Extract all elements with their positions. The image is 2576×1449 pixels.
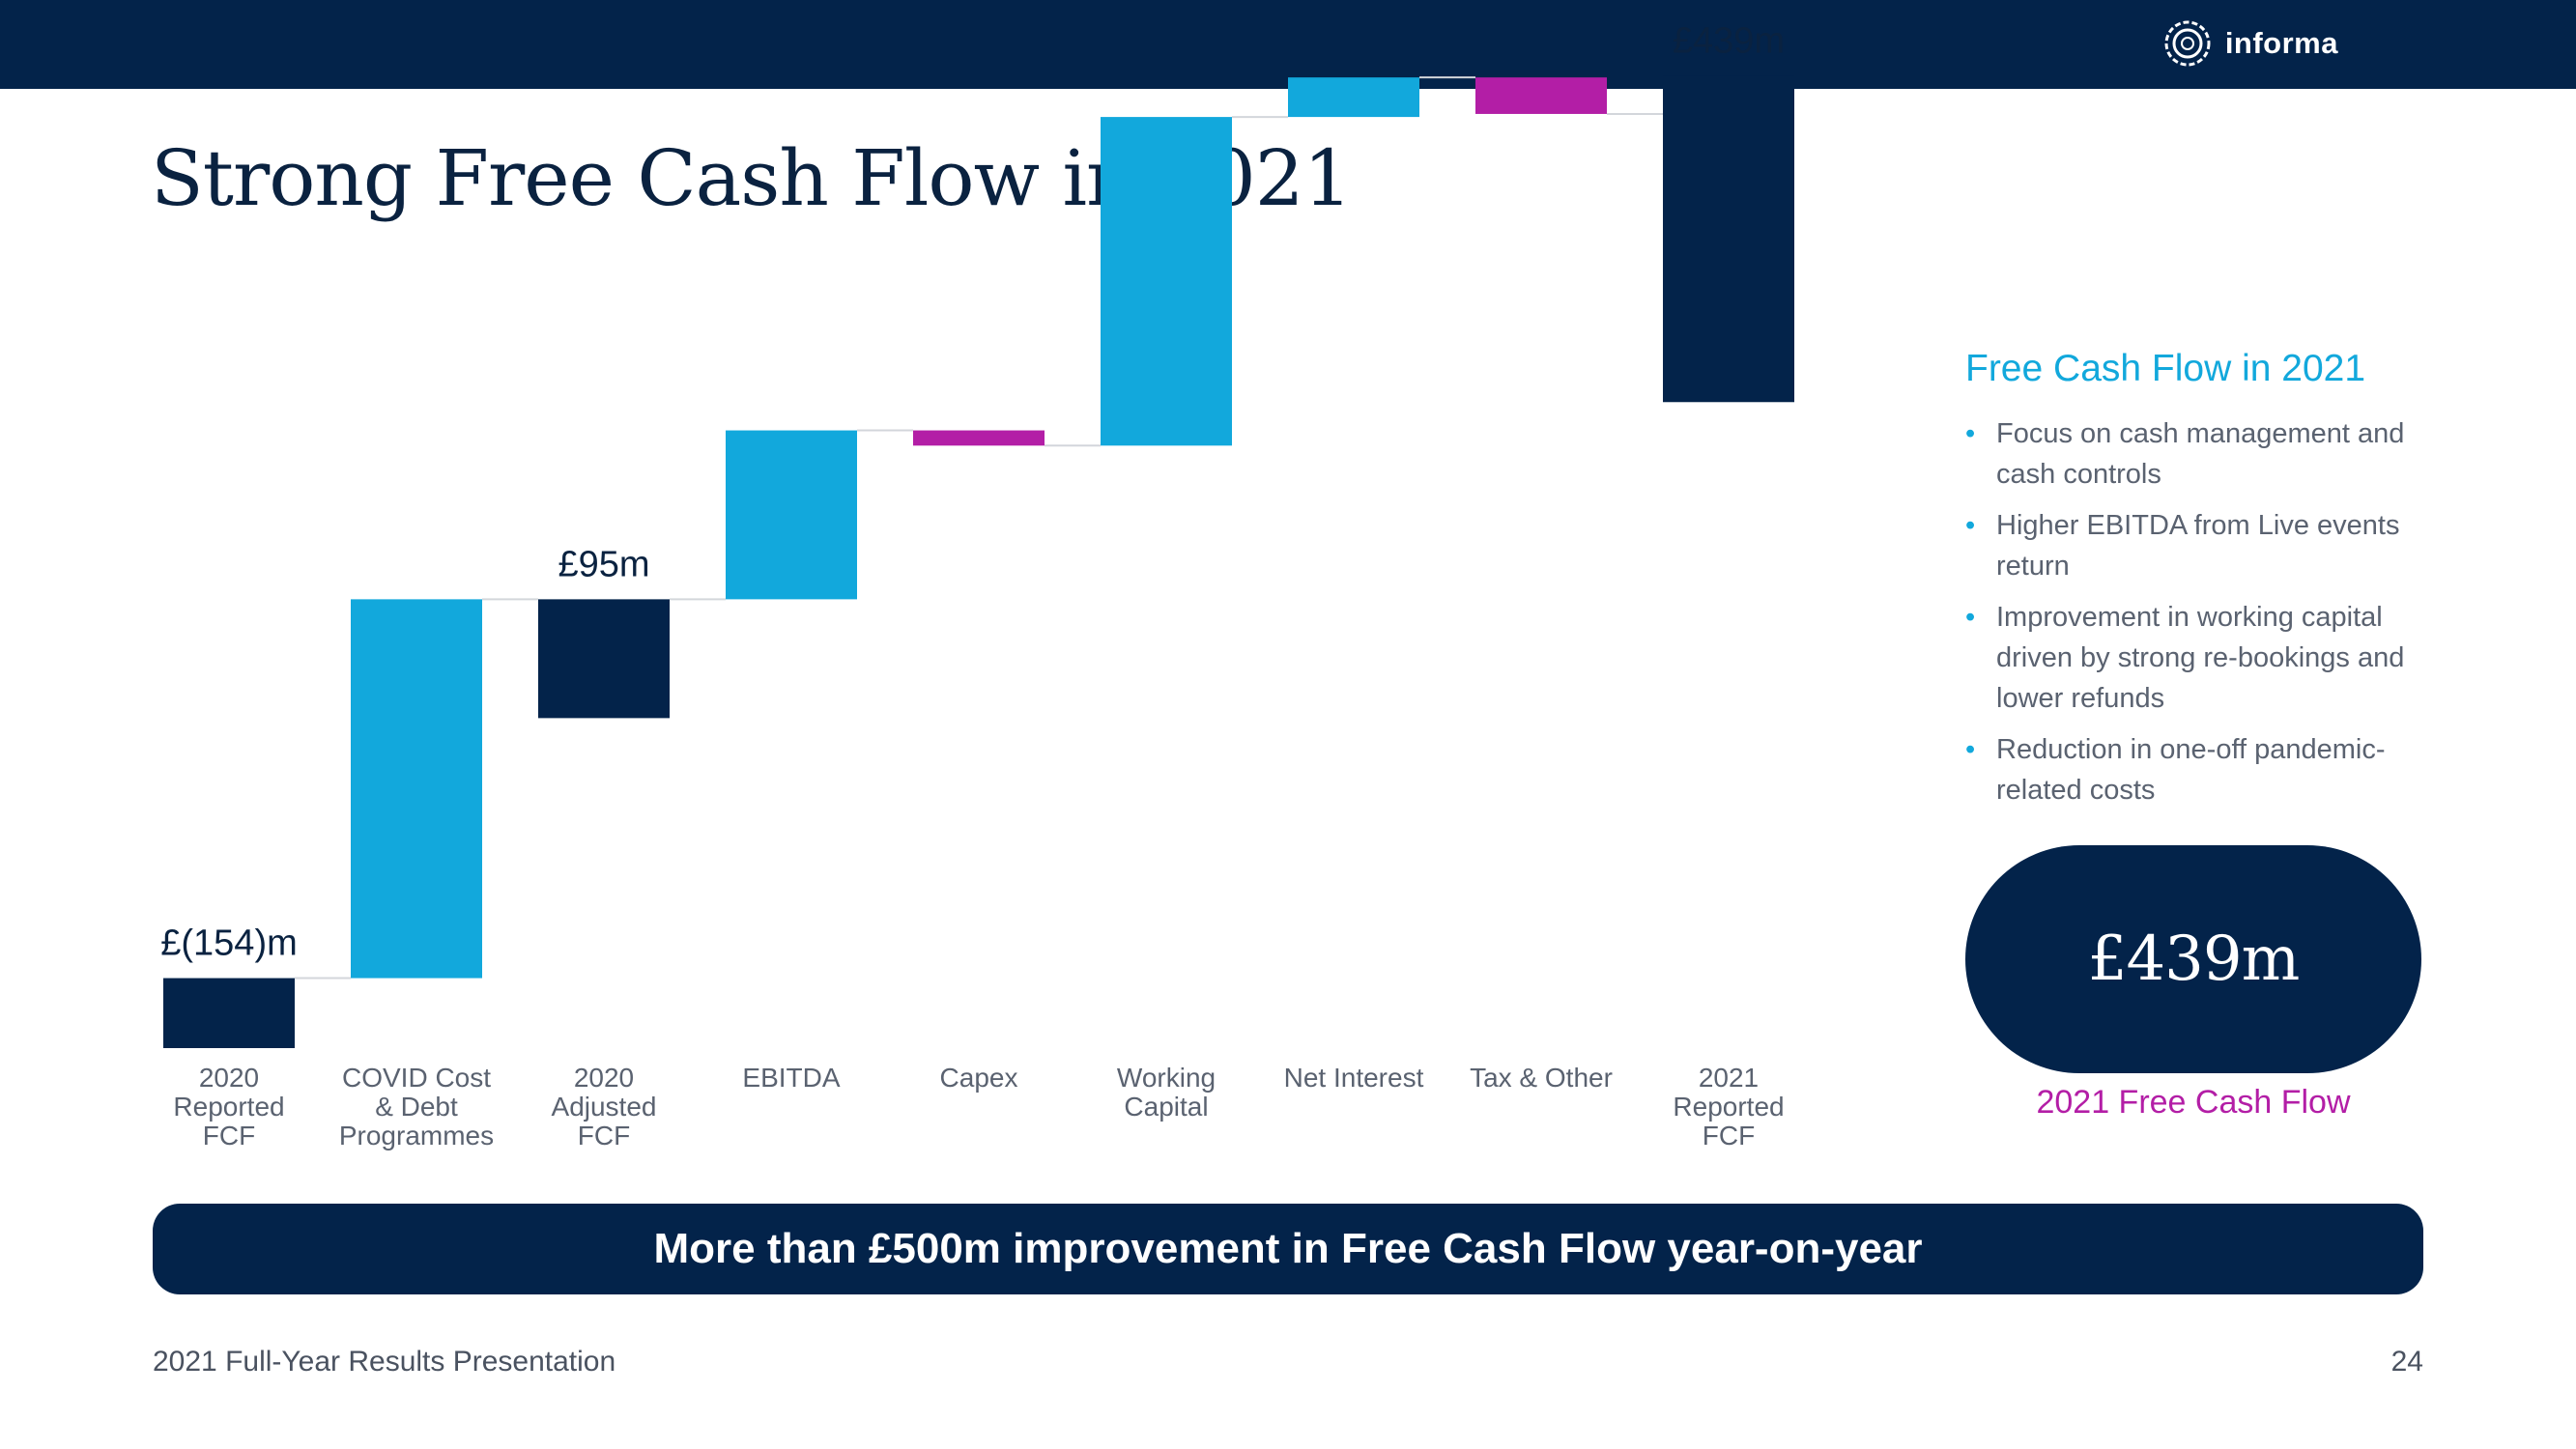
summary-banner: More than £500m improvement in Free Cash… bbox=[153, 1204, 2423, 1294]
data-label: £95m bbox=[558, 544, 649, 584]
category-tick-label: 2020 bbox=[199, 1063, 259, 1093]
waterfall-bar bbox=[1288, 77, 1419, 118]
footer-presentation-title: 2021 Full-Year Results Presentation bbox=[153, 1346, 616, 1378]
top-bar: informa bbox=[0, 0, 2576, 89]
sidebar-bullet-list: • Focus on cash management and cash contr… bbox=[1965, 413, 2448, 821]
bullet-dot-icon: • bbox=[1965, 418, 1976, 449]
category-tick-label: Reported bbox=[1673, 1092, 1784, 1122]
waterfall-bar bbox=[1101, 117, 1232, 446]
page-number: 24 bbox=[2390, 1346, 2423, 1378]
bullet-text: Reduction in one-off pandemic-related co… bbox=[1996, 734, 2386, 806]
category-tick-label: Working bbox=[1117, 1063, 1216, 1093]
category-tick-label: Adjusted bbox=[552, 1092, 657, 1122]
waterfall-bar bbox=[726, 430, 857, 600]
bullet-dot-icon: • bbox=[1965, 602, 1976, 633]
category-tick-label: Programmes bbox=[339, 1121, 494, 1151]
category-tick-label: FCF bbox=[203, 1121, 255, 1151]
category-tick-label: COVID Cost bbox=[342, 1063, 491, 1093]
category-tick-label: FCF bbox=[1703, 1121, 1755, 1151]
category-tick-label: EBITDA bbox=[742, 1063, 840, 1093]
bullet-text: Improvement in working capital driven by… bbox=[1996, 602, 2405, 714]
data-label: £439m bbox=[1673, 21, 1785, 62]
bullet-dot-icon: • bbox=[1965, 734, 1976, 765]
bullet-text: Higher EBITDA from Live events return bbox=[1996, 510, 2400, 582]
category-tick-label: & Debt bbox=[375, 1092, 458, 1122]
bullet-dot-icon: • bbox=[1965, 510, 1976, 541]
category-tick-label: Net Interest bbox=[1284, 1063, 1424, 1093]
category-tick-label: 2021 bbox=[1699, 1063, 1759, 1093]
banner-text: More than £500m improvement in Free Cash… bbox=[653, 1225, 1923, 1272]
informa-logo: informa bbox=[2160, 15, 2338, 71]
category-tick-label: Tax & Other bbox=[1470, 1063, 1613, 1093]
waterfall-bar bbox=[1475, 77, 1607, 114]
category-tick-label: 2020 bbox=[574, 1063, 634, 1093]
bullet-item: • Higher EBITDA from Live events return bbox=[1965, 505, 2448, 586]
highlight-pill: £439m bbox=[1965, 845, 2421, 1073]
category-tick-label: Reported bbox=[173, 1092, 284, 1122]
bullet-item: • Focus on cash management and cash contr… bbox=[1965, 413, 2448, 495]
highlight-caption: 2021 Free Cash Flow bbox=[2036, 1084, 2351, 1121]
bullet-item: • Improvement in working capital driven b… bbox=[1965, 597, 2448, 719]
category-tick-label: Capex bbox=[940, 1063, 1018, 1093]
bullet-item: • Reduction in one-off pandemic-related c… bbox=[1965, 729, 2448, 810]
category-tick-label: FCF bbox=[578, 1121, 630, 1151]
highlight-value: £439m bbox=[2087, 923, 2301, 995]
data-label: £(154)m bbox=[160, 923, 298, 964]
waterfall-bar bbox=[163, 978, 295, 1048]
waterfall-bar bbox=[351, 599, 482, 979]
circular-dots-logo-icon bbox=[2164, 20, 2211, 67]
category-tick-label: Capital bbox=[1124, 1092, 1208, 1122]
logo-wordmark: informa bbox=[2224, 26, 2338, 60]
sidebar-heading: Free Cash Flow in 2021 bbox=[1965, 348, 2366, 389]
bullet-text: Focus on cash management and cash contro… bbox=[1996, 418, 2405, 490]
waterfall-bar bbox=[913, 430, 1045, 446]
waterfall-bar bbox=[538, 599, 670, 719]
waterfall-bar bbox=[1663, 75, 1794, 403]
